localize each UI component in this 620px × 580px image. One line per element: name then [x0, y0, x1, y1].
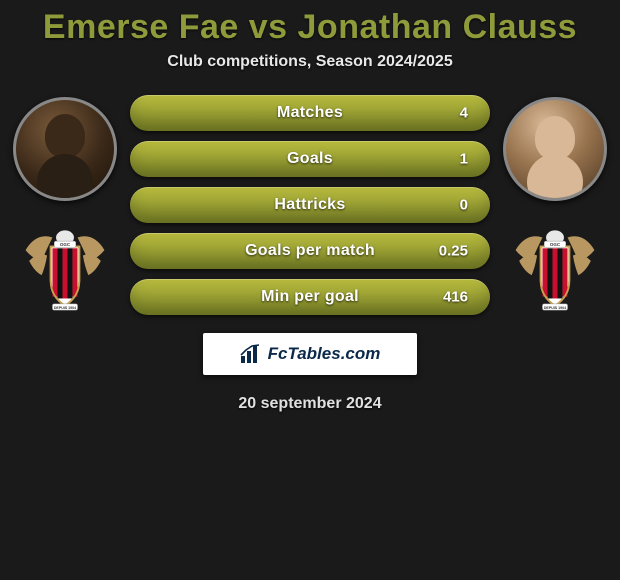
svg-text:OGC: OGC: [60, 242, 71, 247]
stat-value-right: 0: [460, 197, 468, 214]
right-club-badge: OGC DEPUIS 1904: [510, 225, 600, 311]
stat-bar-hattricks: Hattricks 0: [130, 187, 490, 223]
stat-value-right: 4: [460, 105, 468, 122]
stat-value-right: 0.25: [439, 243, 468, 260]
stat-label: Goals per match: [245, 242, 375, 260]
stat-bar-goals: Goals 1: [130, 141, 490, 177]
left-player-avatar: [13, 97, 117, 201]
stat-label: Hattricks: [274, 196, 345, 214]
left-player-column: OGC DEPUIS 1904: [10, 93, 120, 311]
date-line: 20 september 2024: [0, 395, 620, 413]
svg-text:OGC: OGC: [550, 242, 561, 247]
brand-badge[interactable]: FcTables.com: [203, 333, 417, 375]
stats-column: Matches 4 Goals 1 Hattricks 0 Goals per …: [130, 93, 490, 315]
stat-label: Min per goal: [261, 288, 359, 306]
bar-chart-icon: [240, 344, 262, 364]
right-player-avatar: [503, 97, 607, 201]
brand-text: FcTables.com: [268, 344, 381, 364]
stat-bar-goals-per-match: Goals per match 0.25: [130, 233, 490, 269]
stat-value-right: 1: [460, 151, 468, 168]
page-title: Emerse Fae vs Jonathan Clauss: [0, 8, 620, 47]
stat-value-right: 416: [443, 289, 468, 306]
stat-bar-min-per-goal: Min per goal 416: [130, 279, 490, 315]
stat-bar-matches: Matches 4: [130, 95, 490, 131]
stat-label: Matches: [277, 104, 343, 122]
right-player-column: OGC DEPUIS 1904: [500, 93, 610, 311]
subtitle: Club competitions, Season 2024/2025: [0, 53, 620, 71]
main-row: OGC DEPUIS 1904 Matches 4 Goals 1 Hattri…: [0, 93, 620, 315]
nice-badge-icon: OGC DEPUIS 1904: [510, 225, 600, 311]
stat-label: Goals: [287, 150, 333, 168]
comparison-card: Emerse Fae vs Jonathan Clauss Club compe…: [0, 0, 620, 413]
svg-text:DEPUIS 1904: DEPUIS 1904: [54, 306, 76, 310]
left-club-badge: OGC DEPUIS 1904: [20, 225, 110, 311]
nice-badge-icon: OGC DEPUIS 1904: [20, 225, 110, 311]
svg-text:DEPUIS 1904: DEPUIS 1904: [544, 306, 566, 310]
